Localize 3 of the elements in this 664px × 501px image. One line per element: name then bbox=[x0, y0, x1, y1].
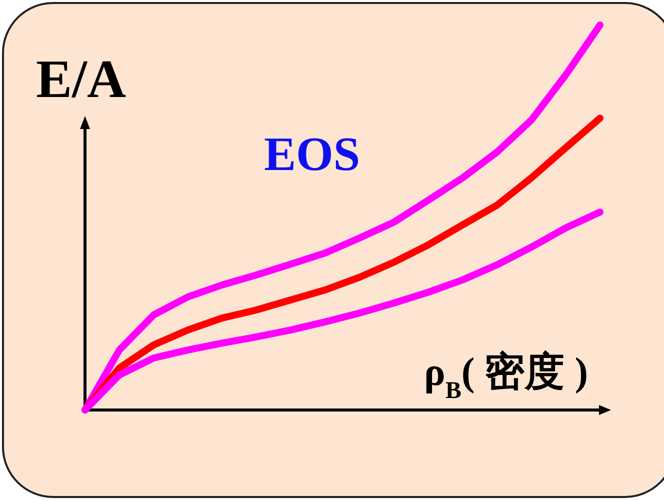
text: EOS bbox=[264, 128, 360, 181]
x-axis-title: ρ$_{B}$( 密度 ) bbox=[424, 349, 588, 404]
y-axis-title: E/A bbox=[36, 49, 126, 109]
